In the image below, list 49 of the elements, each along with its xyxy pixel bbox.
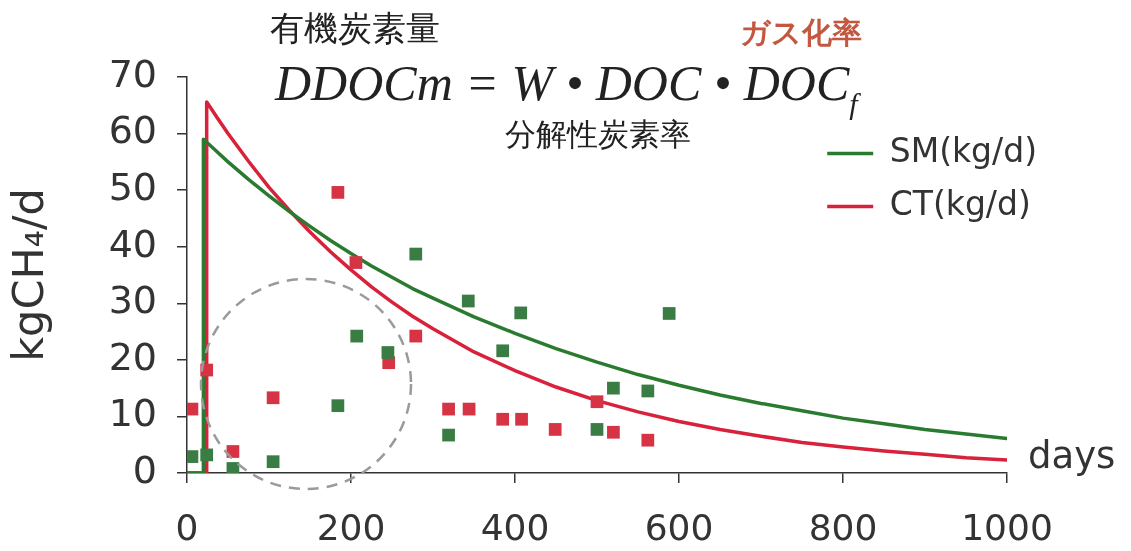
y-tick-label: 50 xyxy=(108,165,157,210)
point xyxy=(409,247,423,261)
point xyxy=(331,399,345,413)
y-tick-label: 60 xyxy=(108,108,157,153)
point xyxy=(496,344,510,358)
x-tick-label: 1000 xyxy=(961,506,1053,548)
x-tick-label: 400 xyxy=(480,506,550,548)
point xyxy=(226,462,240,473)
point xyxy=(350,329,364,343)
point xyxy=(590,395,604,409)
text: ガス化率 xyxy=(740,15,862,50)
y-tick-label: 20 xyxy=(108,334,157,379)
point xyxy=(187,402,199,416)
point xyxy=(641,433,655,447)
x-tick-label: 600 xyxy=(644,506,714,548)
legend-label: SM(kg/d) xyxy=(889,131,1038,171)
text: 有機炭素量 xyxy=(270,8,440,48)
point xyxy=(331,186,345,199)
point xyxy=(200,448,214,462)
point xyxy=(548,423,562,436)
point xyxy=(514,306,528,320)
x-axis-title: days xyxy=(1028,434,1116,477)
point xyxy=(442,428,455,442)
point xyxy=(641,384,655,398)
point xyxy=(662,307,676,320)
point xyxy=(266,455,280,469)
point xyxy=(607,425,620,439)
y-axis-title: kgCH₄/d xyxy=(2,188,53,362)
x-tick-label: 800 xyxy=(808,506,878,548)
point xyxy=(442,402,455,416)
point xyxy=(515,412,528,426)
y-tick-label: 0 xyxy=(132,447,157,492)
y-tick-label: 10 xyxy=(108,391,157,436)
point xyxy=(496,412,510,426)
point xyxy=(266,391,280,405)
point xyxy=(381,346,395,359)
point xyxy=(409,329,423,343)
point xyxy=(349,256,363,269)
annotation: 分解性炭素率 xyxy=(505,116,691,152)
point xyxy=(187,450,199,463)
y-tick-label: 40 xyxy=(108,221,157,266)
x-tick-label: 200 xyxy=(316,506,386,548)
point xyxy=(590,423,604,436)
y-tick-label: 30 xyxy=(108,278,157,323)
point xyxy=(607,381,620,395)
x-tick-label: 0 xyxy=(175,506,199,548)
y-tick-label: 70 xyxy=(108,51,157,96)
legend-label: CT(kg/d) xyxy=(889,184,1031,224)
point xyxy=(461,294,475,308)
